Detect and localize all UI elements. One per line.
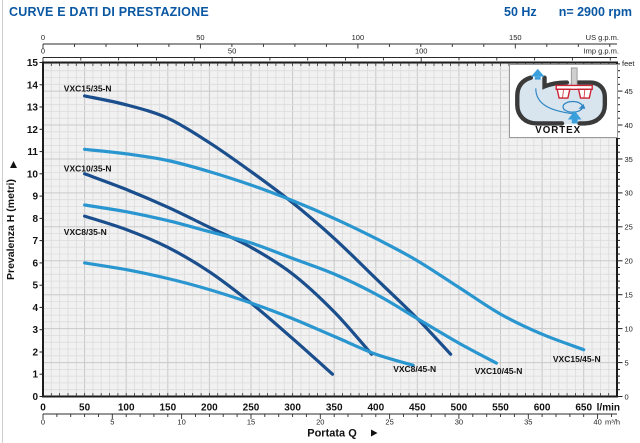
svg-text:12: 12 <box>27 125 39 136</box>
svg-text:1: 1 <box>32 370 38 381</box>
curve-VXC8/35-N <box>83 214 335 376</box>
svg-text:500: 500 <box>451 403 468 414</box>
svg-text:25: 25 <box>625 223 633 232</box>
svg-text:650: 650 <box>575 403 592 414</box>
svg-text:35: 35 <box>524 418 532 427</box>
svg-text:Imp g.p.m.: Imp g.p.m. <box>584 47 619 56</box>
svg-text:400: 400 <box>367 403 384 414</box>
svg-text:0: 0 <box>41 33 45 42</box>
speed-label: n= 2900 rpm <box>558 5 632 19</box>
svg-text:50: 50 <box>228 47 236 56</box>
curve-label-VXC15/35-N: VXC15/35-N <box>64 83 112 93</box>
axis-top-imp-gpm: 0 50 100 Imp g.p.m. <box>41 47 619 62</box>
svg-text:Prevalenza H (metri): Prevalenza H (metri) <box>5 179 17 280</box>
axis-title-left: Prevalenza H (metri) <box>5 161 17 280</box>
svg-text:20: 20 <box>316 418 324 427</box>
curve-VXC15/45-N <box>83 147 586 352</box>
svg-text:50: 50 <box>79 403 91 414</box>
axis-title-bottom: Portata Q <box>307 428 378 440</box>
pump-casing <box>515 75 608 126</box>
swirl-arrowhead-icon <box>578 103 586 109</box>
svg-text:5: 5 <box>32 281 38 292</box>
discharge-arrow-icon <box>530 68 545 80</box>
svg-text:8: 8 <box>32 214 38 225</box>
svg-text:Portata Q: Portata Q <box>307 428 357 440</box>
svg-text:40: 40 <box>625 121 633 130</box>
svg-text:45: 45 <box>625 87 633 96</box>
curve-label-VXC15/45-N: VXC15/45-N <box>553 354 601 364</box>
header: CURVE E DATI DI PRESTAZIONE 50 Hz n= 290… <box>0 0 640 26</box>
curve-VXC10/45-N <box>83 203 498 365</box>
svg-text:13: 13 <box>27 103 39 114</box>
svg-text:50: 50 <box>196 33 204 42</box>
curve-labels: VXC15/35-N VXC10/35-N VXC8/35-N VXC15/45-N V… <box>64 83 601 376</box>
frequency-label: 50 Hz <box>504 5 537 19</box>
svg-text:10: 10 <box>27 169 39 180</box>
svg-text:450: 450 <box>409 403 426 414</box>
svg-text:9: 9 <box>32 192 38 203</box>
svg-text:feet: feet <box>622 59 635 68</box>
svg-text:4: 4 <box>32 303 38 314</box>
svg-text:250: 250 <box>243 403 260 414</box>
page-title: CURVE E DATI DI PRESTAZIONE <box>9 5 209 19</box>
svg-text:0: 0 <box>40 403 46 414</box>
svg-text:15: 15 <box>247 418 255 427</box>
svg-text:150: 150 <box>509 33 522 42</box>
vortex-inset: VORTEX <box>509 64 618 138</box>
vortex-impeller-icon <box>555 84 593 99</box>
svg-text:30: 30 <box>455 418 463 427</box>
svg-text:15: 15 <box>625 291 633 300</box>
svg-text:5: 5 <box>625 358 629 367</box>
svg-text:0: 0 <box>41 418 45 427</box>
svg-text:l/min: l/min <box>597 403 620 414</box>
svg-text:20: 20 <box>625 257 633 266</box>
axis-bottom-m3h: 0 5 10 15 20 25 30 35 40 m³/h <box>41 413 620 427</box>
svg-text:15: 15 <box>27 58 39 69</box>
curve-VXC15/35-N <box>83 94 453 356</box>
curve-label-VXC10/45-N: VXC10/45-N <box>475 366 523 376</box>
header-conditions: 50 Hz n= 2900 rpm <box>504 5 632 19</box>
svg-text:600: 600 <box>534 403 551 414</box>
svg-text:10: 10 <box>625 324 633 333</box>
svg-text:40: 40 <box>593 418 601 427</box>
svg-text:300: 300 <box>284 403 301 414</box>
svg-text:7: 7 <box>32 236 38 247</box>
svg-text:10: 10 <box>177 418 185 427</box>
svg-text:m³/h: m³/h <box>605 418 620 427</box>
flow-line <box>535 88 573 115</box>
svg-text:0: 0 <box>32 392 38 403</box>
svg-text:14: 14 <box>27 80 39 91</box>
svg-text:30: 30 <box>625 189 633 198</box>
svg-text:100: 100 <box>415 47 428 56</box>
curves <box>83 94 586 376</box>
svg-text:550: 550 <box>492 403 509 414</box>
svg-text:5: 5 <box>110 418 114 427</box>
svg-text:6: 6 <box>32 258 38 269</box>
svg-text:100: 100 <box>118 403 135 414</box>
axis-bottom-lmin: 0 50 100 150 200 250 300 350 400 450 500 550 600 650 l… <box>40 403 620 414</box>
svg-text:0: 0 <box>41 47 45 56</box>
svg-text:2: 2 <box>32 348 38 359</box>
svg-text:100: 100 <box>352 33 365 42</box>
svg-text:11: 11 <box>27 147 38 158</box>
svg-text:25: 25 <box>385 418 393 427</box>
svg-text:3: 3 <box>32 325 38 336</box>
svg-text:0: 0 <box>625 392 629 401</box>
axis-top-us-gpm: 0 50 100 150 US g.p.m. <box>41 33 619 49</box>
plot-grid <box>43 62 617 397</box>
vortex-label: VORTEX <box>535 125 581 136</box>
curve-VXC8/45-N <box>83 261 415 367</box>
svg-text:350: 350 <box>326 403 343 414</box>
svg-text:US g.p.m.: US g.p.m. <box>586 33 619 42</box>
curve-label-VXC8/35-N: VXC8/35-N <box>64 227 107 237</box>
curve-label-VXC10/35-N: VXC10/35-N <box>64 164 112 174</box>
curve-label-VXC8/45-N: VXC8/45-N <box>393 364 436 374</box>
svg-text:35: 35 <box>625 155 633 164</box>
svg-text:200: 200 <box>201 403 218 414</box>
suction-arrow-icon <box>567 110 582 124</box>
axis-right-feet: 0 5 10 15 20 25 30 35 40 45 feet <box>617 59 635 401</box>
svg-text:150: 150 <box>159 403 176 414</box>
